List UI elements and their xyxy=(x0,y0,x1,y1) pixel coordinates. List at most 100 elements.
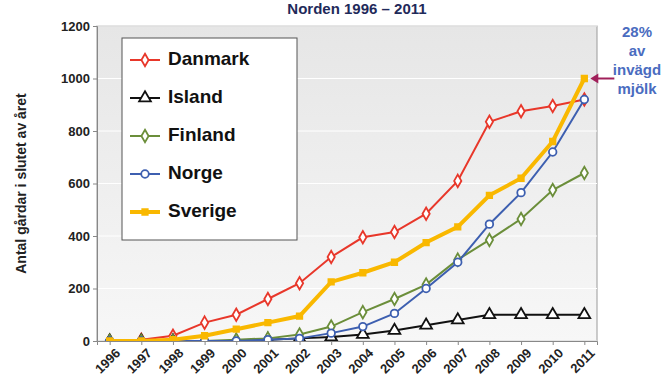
legend-line xyxy=(130,210,160,214)
legend: DanmarkIslandFinlandNorgeSverige xyxy=(122,38,297,240)
series-marker xyxy=(454,253,461,265)
x-tick-label: 2009 xyxy=(504,345,535,376)
legend-entry: Island xyxy=(130,86,223,107)
series-marker xyxy=(233,333,240,341)
x-tick: 2002 xyxy=(282,341,313,376)
series-marker xyxy=(486,220,494,228)
series-marker xyxy=(264,293,271,305)
series-marker xyxy=(517,213,524,225)
series-marker xyxy=(170,337,175,341)
x-tick-label: 2007 xyxy=(440,345,471,376)
legend-marker xyxy=(141,130,148,142)
series-marker xyxy=(296,335,304,341)
legend-entry: Sverige xyxy=(130,200,237,221)
series-marker xyxy=(107,338,112,341)
x-tick-mark xyxy=(173,341,174,345)
x-tick-mark xyxy=(489,341,490,345)
y-tick: 800 xyxy=(68,124,97,139)
annotation: av xyxy=(629,42,646,59)
x-tick: 2009 xyxy=(504,341,535,376)
series-marker xyxy=(392,260,397,265)
x-tick-label: 1998 xyxy=(155,345,186,376)
y-tick-mark xyxy=(93,26,97,27)
series-marker xyxy=(232,337,240,341)
series-marker xyxy=(106,337,114,341)
x-tick-label: 1996 xyxy=(92,345,123,376)
series-marker xyxy=(360,270,365,275)
y-tick-label: 200 xyxy=(68,281,90,296)
series-marker xyxy=(420,318,432,328)
series-marker xyxy=(265,320,270,325)
y-tick-label: 600 xyxy=(68,176,90,191)
series-marker xyxy=(391,310,399,318)
series-marker xyxy=(547,308,559,318)
legend-label: Island xyxy=(168,86,223,107)
x-tick: 2000 xyxy=(219,341,250,376)
series-marker xyxy=(201,316,208,328)
series-marker xyxy=(328,279,333,284)
series-marker xyxy=(106,335,113,341)
x-tick-label: 2000 xyxy=(219,345,250,376)
series-marker xyxy=(325,330,337,340)
x-axis-line xyxy=(98,342,598,346)
x-tick-mark xyxy=(141,341,142,345)
x-tick-mark xyxy=(584,341,585,345)
annotation: 28% xyxy=(622,23,652,40)
x-tick-label: 2010 xyxy=(535,345,566,376)
series-marker xyxy=(581,167,588,179)
x-tick: 1996 xyxy=(92,341,123,376)
legend-box xyxy=(122,38,297,240)
chart: 0200400600800100012001996199719981999200… xyxy=(0,0,669,391)
x-tick-mark xyxy=(205,341,206,345)
x-axis: 1996199719981999200020012002200320042005… xyxy=(92,341,598,376)
x-tick-label: 2002 xyxy=(282,345,313,376)
series-marker xyxy=(359,306,366,318)
x-tick-label: 2005 xyxy=(377,345,408,376)
series-marker xyxy=(454,175,461,187)
legend-label: Sverige xyxy=(168,200,237,221)
series-marker xyxy=(327,329,335,337)
series-marker xyxy=(486,234,493,246)
series-marker xyxy=(297,313,302,318)
x-tick: 2001 xyxy=(250,341,281,376)
x-tick-mark xyxy=(426,341,427,345)
x-tick: 2011 xyxy=(567,341,598,376)
series-marker xyxy=(550,139,555,144)
annotation: invägd xyxy=(613,61,661,78)
series-marker xyxy=(581,96,589,104)
y-tick-mark xyxy=(93,79,97,80)
x-tick-label: 2004 xyxy=(345,345,377,377)
y-tick-label: 0 xyxy=(83,334,90,349)
x-tick-mark xyxy=(553,341,554,345)
x-tick: 2006 xyxy=(409,341,440,376)
series-marker xyxy=(296,277,303,289)
series-marker xyxy=(422,285,430,293)
x-tick: 2010 xyxy=(535,341,566,376)
title: Norden 1996 – 2011 xyxy=(287,0,426,17)
x-tick-mark xyxy=(110,341,111,345)
annotation: mjölk xyxy=(617,80,657,97)
series-marker xyxy=(234,326,239,331)
legend-marker xyxy=(139,91,151,101)
y-tick-mark xyxy=(93,184,97,185)
series-marker xyxy=(328,251,335,263)
series-marker xyxy=(391,293,398,305)
x-tick-label: 2006 xyxy=(409,345,440,376)
legend-marker xyxy=(141,54,148,66)
y-tick-label: 1000 xyxy=(61,71,90,86)
x-tick-mark xyxy=(521,341,522,345)
x-tick: 1999 xyxy=(187,341,218,376)
series-marker xyxy=(106,335,113,341)
series-marker xyxy=(138,335,145,341)
y-tick-label: 1200 xyxy=(61,19,90,34)
series-marker xyxy=(423,207,430,219)
series-marker xyxy=(139,338,144,341)
series-marker xyxy=(582,76,587,81)
y-tick-label: 800 xyxy=(68,124,90,139)
x-tick-mark xyxy=(268,341,269,345)
y-tick: 1000 xyxy=(61,71,97,86)
y-axis-line xyxy=(93,27,98,342)
y-axis: 020040060080010001200 xyxy=(61,19,97,349)
x-tick: 2008 xyxy=(472,341,503,376)
legend-label: Danmark xyxy=(168,48,250,69)
